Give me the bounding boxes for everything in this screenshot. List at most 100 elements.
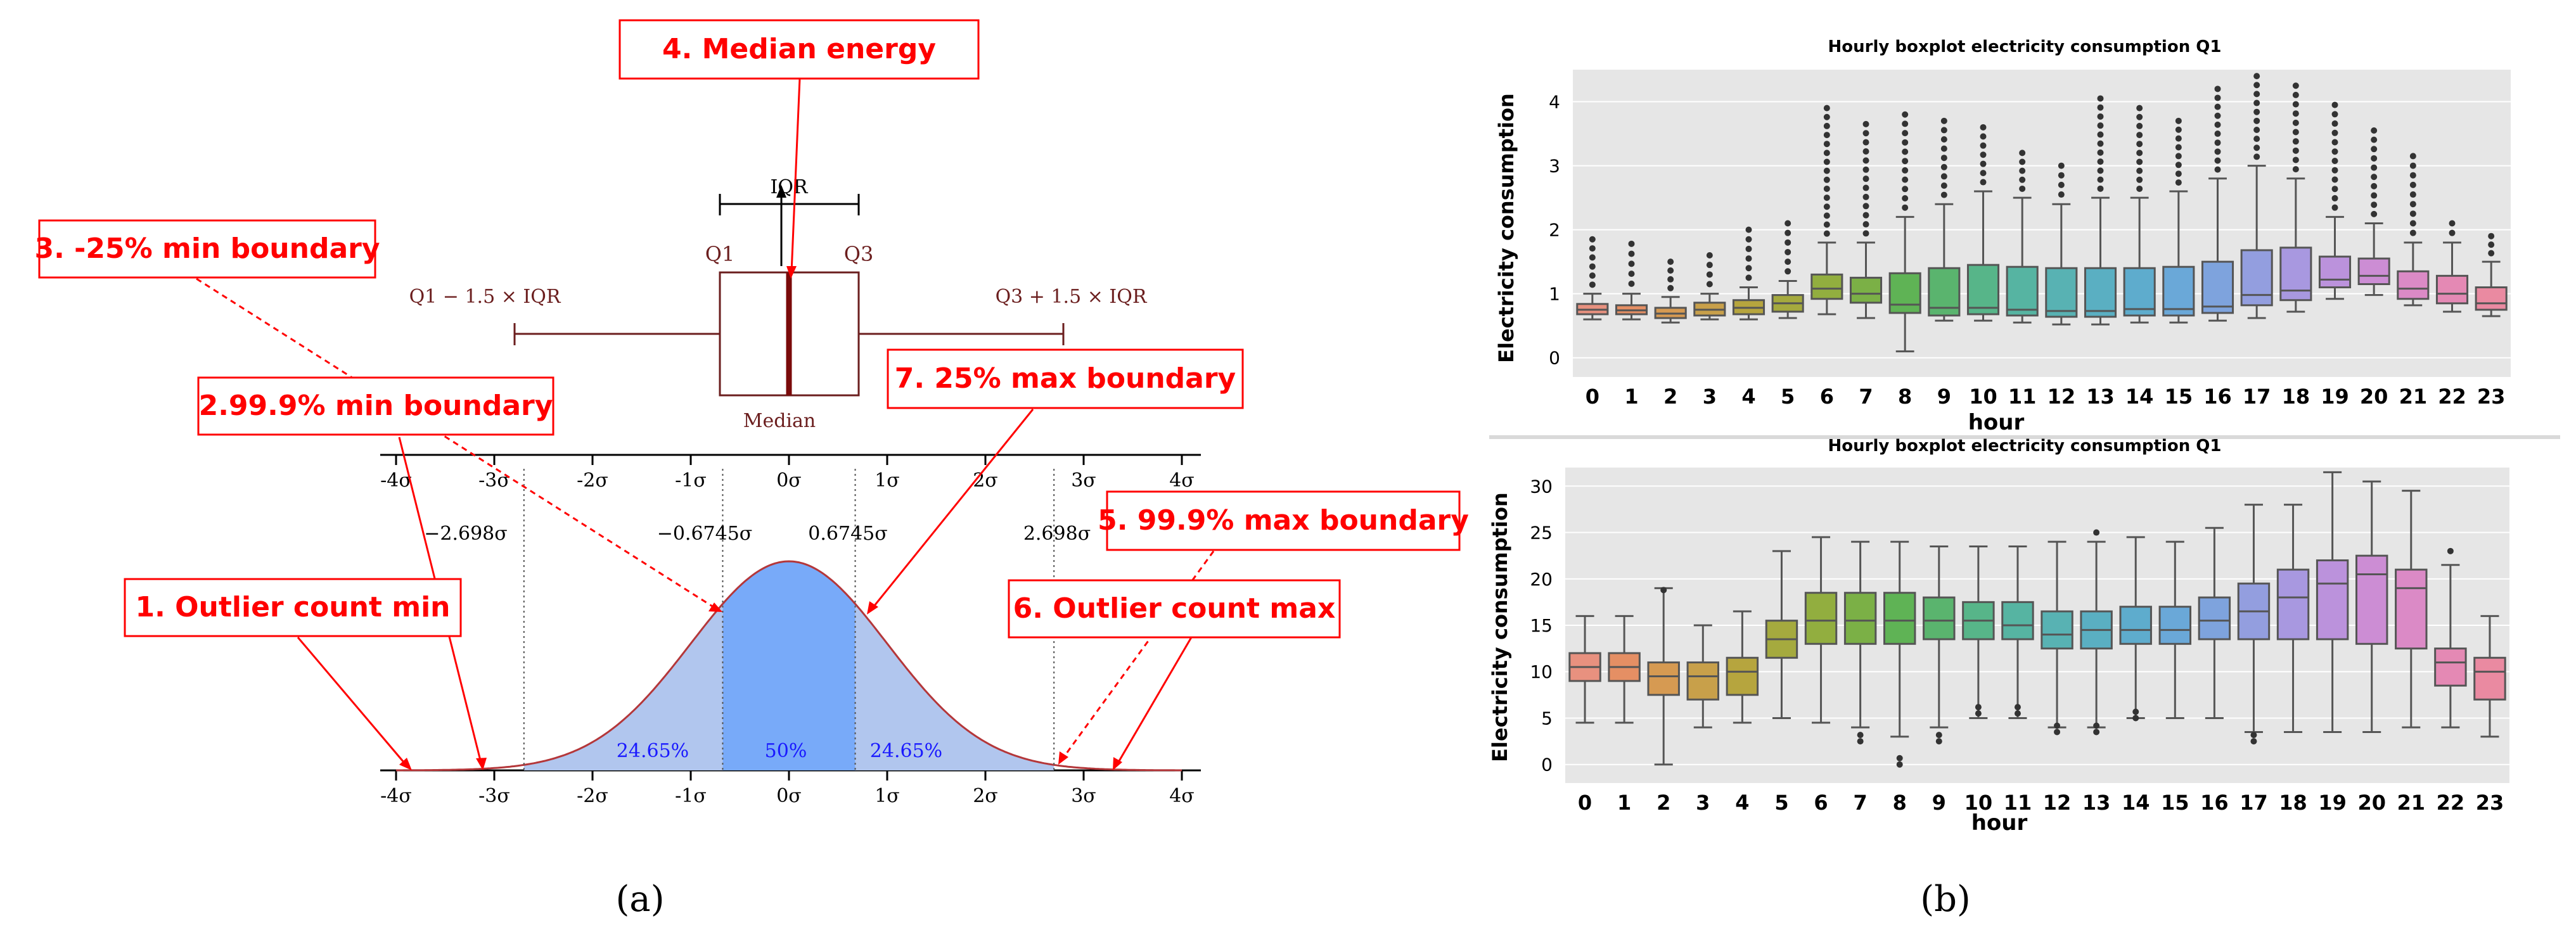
box-hour-21 [2395, 490, 2428, 729]
outlier-point [1706, 281, 1713, 288]
outlier-point [1745, 274, 1752, 281]
outlier-point [1940, 182, 1947, 189]
outlier-point [1823, 230, 1830, 237]
outlier-point [2014, 704, 2021, 711]
outlier-point [1862, 139, 1869, 146]
outlier-point [2371, 174, 2378, 181]
median-pointer-head [776, 185, 786, 198]
iqr-box [1883, 592, 1916, 645]
boxplot-schematic: IQR Q1 Q3 Q1 − 1.5 × IQR Q3 + 1.5 × IQR … [409, 176, 1148, 432]
outlier-point [2331, 194, 2338, 201]
outlier-point [2097, 176, 2104, 183]
outlier-point [1862, 166, 1869, 173]
outlier-point [1940, 173, 1947, 180]
box-hour-9 [1928, 117, 1961, 322]
outlier-point [2214, 166, 2221, 173]
outlier-point [2409, 181, 2416, 188]
median-label: Median [743, 410, 816, 432]
box-hour-4 [1732, 226, 1765, 321]
outlier-point [2409, 153, 2416, 160]
outlier-point [2371, 182, 2378, 189]
outlier-point [1823, 203, 1830, 210]
box-hour-3 [1693, 252, 1726, 321]
callout-outlier-count-min-text: 1. Outlier count min [136, 591, 451, 623]
outlier-point [1589, 281, 1596, 288]
callout-999-min-boundary-text: 2.99.9% min boundary [199, 390, 553, 422]
outlier-point [1902, 176, 1909, 183]
top-axis-tick-label: 3σ [1071, 469, 1096, 492]
outlier-point [2175, 170, 2182, 177]
x-tick-label: 19 [2318, 791, 2347, 815]
outlier-point [2054, 729, 2061, 736]
box-hour-18 [2276, 504, 2310, 733]
bell-region-right [855, 604, 1054, 770]
y-tick-label: 4 [1549, 92, 1560, 113]
outlier-point [2058, 191, 2065, 198]
outlier-point [2253, 73, 2260, 80]
outlier-point [1745, 236, 1752, 243]
outlier-point [1980, 170, 1987, 177]
iqr-box [1966, 264, 2000, 316]
x-tick-label: 13 [2086, 385, 2115, 409]
arrow-25-max [870, 409, 1034, 610]
outlier-point [1902, 111, 1909, 118]
x-tick-label: 7 [1853, 791, 1867, 815]
x-tick-label: 6 [1820, 385, 1834, 409]
outlier-point [2449, 229, 2456, 236]
x-tick-label: 17 [2240, 791, 2268, 815]
callout-25-max-boundary: 7. 25% max boundary [887, 348, 1244, 409]
outlier-point [2214, 131, 2221, 137]
outlier-point [1862, 184, 1869, 191]
top-axis-tick-label: -3σ [478, 469, 510, 492]
x-tick-label: 13 [2082, 791, 2111, 815]
y-tick-label: 10 [1530, 661, 1553, 682]
callout-25-min-boundary-text: 3. -25% min boundary [34, 233, 380, 265]
outlier-point [2097, 185, 2104, 192]
outlier-point [1940, 117, 1947, 124]
box-hour-2 [1647, 587, 1680, 766]
outlier-point [1706, 271, 1713, 278]
x-tick-label: 22 [2437, 791, 2465, 815]
box-hour-19 [2316, 471, 2349, 733]
box-hour-12 [2041, 540, 2073, 736]
box-hour-8 [1883, 540, 1916, 768]
box-hour-16 [2201, 86, 2234, 322]
outlier-point [2214, 94, 2221, 101]
outlier-point [1975, 710, 1982, 717]
outlier-point [1902, 186, 1909, 193]
outlier-point [2447, 547, 2454, 554]
outlier-point [2409, 191, 2416, 198]
iqr-box [2276, 568, 2310, 641]
outlier-point [1589, 272, 1596, 279]
boxplot-bottom-title: Hourly boxplot electricity consumption Q… [1828, 437, 2222, 456]
outlier-point [1628, 271, 1635, 277]
x-tick-label: 18 [2279, 791, 2307, 815]
callout-999-max-boundary: 5. 99.9% max boundary [1098, 490, 1469, 551]
outlier-point [1823, 212, 1830, 219]
outlier-point [1667, 284, 1674, 291]
outlier-point [2175, 117, 2182, 124]
outlier-point [2093, 722, 2100, 729]
box-hour-19 [2318, 101, 2352, 300]
outlier-point [1823, 158, 1830, 165]
outlier-point [2331, 157, 2338, 164]
x-tick-label: 1 [1624, 385, 1638, 409]
outlier-point [1589, 245, 1596, 252]
iqr-box [1923, 596, 1956, 641]
outlier-point [2136, 105, 2143, 112]
iqr-box [1810, 273, 1843, 300]
outlier-point [2019, 185, 2026, 192]
box-hour-2 [1654, 258, 1687, 324]
outlier-point [2331, 139, 2338, 146]
y-tick-label: 25 [1530, 523, 1553, 544]
x-tick-label: 23 [2476, 791, 2504, 815]
outlier-point [2058, 162, 2065, 169]
iqr-box [1726, 656, 1759, 696]
outlier-point [2371, 146, 2378, 153]
y-tick-label: 20 [1530, 569, 1553, 590]
iqr-box [2397, 270, 2430, 300]
outlier-point [2371, 164, 2378, 171]
x-tick-label: 2 [1656, 791, 1670, 815]
box-hour-1 [1608, 615, 1641, 724]
outlier-point [1862, 193, 1869, 200]
